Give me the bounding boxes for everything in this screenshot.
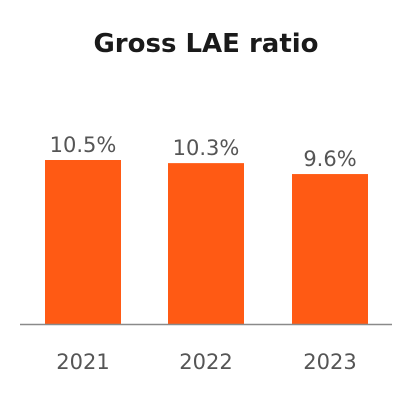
- x-tick-label-2021: 2021: [56, 350, 109, 374]
- x-tick-label-2023: 2023: [303, 350, 356, 374]
- chart-title: Gross LAE ratio: [93, 29, 318, 59]
- data-label-2021: 10.5%: [50, 133, 117, 157]
- data-label-group: 10.5% 10.3% 9.6%: [50, 133, 357, 171]
- bar-group: [45, 160, 368, 324]
- bar-2022: [168, 163, 244, 324]
- bar-2021: [45, 160, 121, 324]
- data-label-2023: 9.6%: [303, 147, 356, 171]
- x-tick-label-2022: 2022: [179, 350, 232, 374]
- data-label-2022: 10.3%: [173, 136, 240, 160]
- x-tick-label-group: 2021 2022 2023: [56, 350, 356, 374]
- bar-2023: [292, 174, 368, 324]
